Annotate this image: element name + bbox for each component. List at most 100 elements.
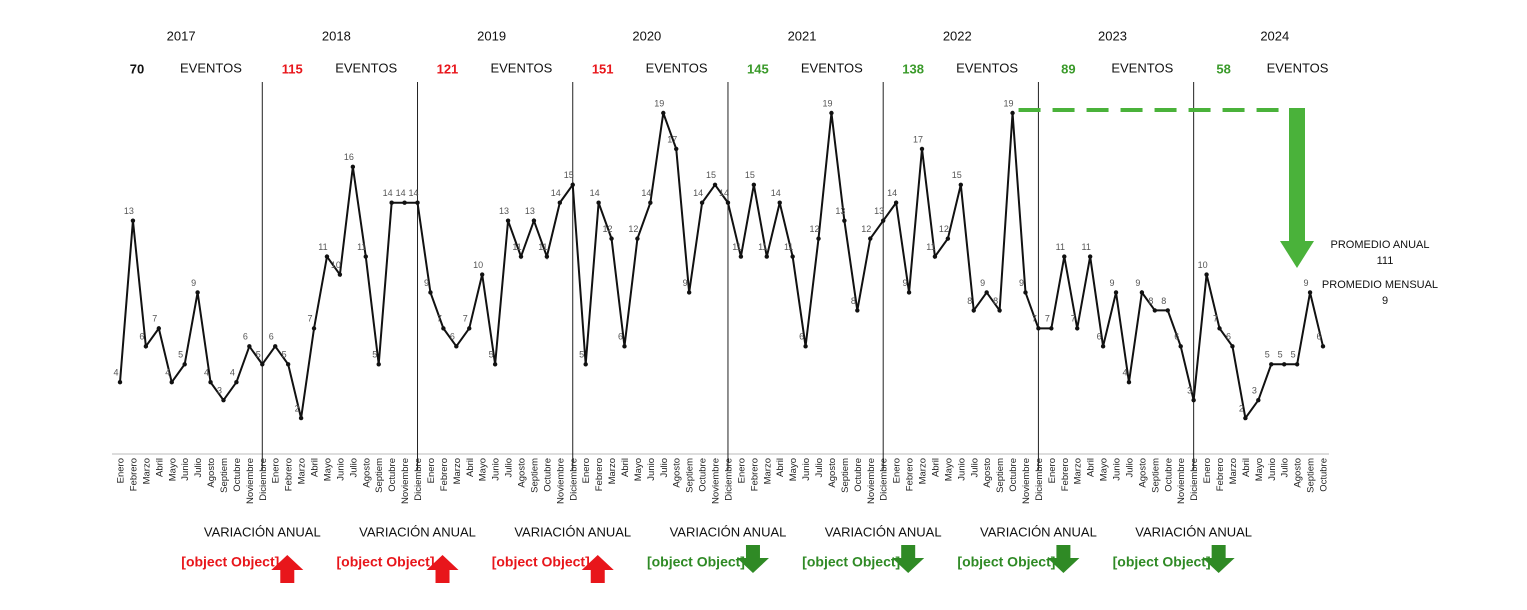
x-tick-label: Mayo	[167, 458, 178, 481]
x-tick-label: Julio	[193, 458, 204, 478]
point-label: 9	[1304, 278, 1309, 288]
point	[622, 344, 627, 349]
point	[1217, 326, 1222, 331]
point	[130, 218, 136, 223]
point-label: 7	[308, 314, 313, 324]
point	[1191, 397, 1196, 403]
x-tick-label: Enero	[736, 458, 747, 483]
point	[686, 290, 692, 295]
point	[880, 218, 886, 223]
variation-value: [object Object]	[647, 554, 745, 570]
x-tick-label: Junio	[801, 458, 812, 481]
x-tick-label: Noviembre	[555, 458, 566, 504]
x-tick-label: Agosto	[361, 458, 372, 488]
point	[1256, 397, 1261, 403]
point	[790, 254, 795, 259]
x-tick-label: Enero	[271, 458, 282, 483]
average-arrow-shaft	[1289, 108, 1305, 243]
x-tick-label: Agosto	[206, 458, 217, 488]
variation-label: VARIACIÓN ANUAL	[514, 524, 631, 539]
x-tick-label: Enero	[116, 458, 127, 483]
point-label: 15	[706, 170, 716, 180]
point-label: 8	[993, 296, 998, 306]
x-tick-label: Agosto	[1137, 458, 1148, 488]
point-label: 8	[851, 296, 856, 306]
point-label: 14	[409, 188, 419, 198]
point-label: 11	[732, 242, 741, 252]
point	[1139, 290, 1145, 295]
x-tick-label: Junio	[646, 458, 657, 481]
x-tick-label: Enero	[1047, 458, 1058, 483]
variation-label: VARIACIÓN ANUAL	[1135, 524, 1252, 539]
x-tick-label: Marzo	[607, 458, 618, 484]
point	[479, 272, 485, 277]
x-tick-label: Diciembre	[568, 458, 579, 501]
year-events: 121	[437, 61, 459, 76]
point-label: 14	[551, 188, 561, 198]
point-label: 9	[903, 278, 908, 288]
x-tick-label: Abril	[930, 458, 941, 477]
point-label: 19	[654, 98, 664, 108]
point-label: 13	[525, 206, 535, 216]
point	[674, 146, 679, 152]
point-label: 12	[861, 224, 871, 234]
x-tick-label: Diciembre	[879, 458, 890, 501]
x-tick-label: Mayo	[633, 458, 644, 481]
events-label: EVENTOS	[490, 60, 552, 75]
point-label: 4	[230, 368, 235, 378]
x-tick-label: Mayo	[1254, 458, 1265, 481]
events-label: EVENTOS	[801, 60, 863, 75]
x-tick-label: Febrero	[905, 458, 916, 491]
point	[156, 326, 162, 331]
point-label: 9	[191, 278, 196, 288]
point-label: 11	[926, 242, 935, 252]
point	[583, 362, 588, 367]
x-tick-label: Noviembre	[1021, 458, 1032, 504]
x-tick-label: Abril	[310, 458, 321, 477]
x-tick-label: Octubre	[853, 458, 864, 492]
point-label: 11	[758, 242, 767, 252]
x-tick-label: Noviembre	[711, 458, 722, 504]
x-tick-label: Marzo	[452, 458, 463, 484]
point-label: 5	[372, 350, 377, 360]
point-label: 13	[124, 206, 134, 216]
point	[402, 200, 407, 205]
point	[363, 254, 368, 259]
x-tick-label: Diciembre	[723, 458, 734, 501]
x-tick-label: Febrero	[1215, 458, 1226, 491]
line	[119, 112, 1324, 421]
point	[518, 254, 524, 259]
point	[997, 308, 1002, 313]
point-label: 10	[331, 260, 341, 270]
x-tick-label: Octubre	[387, 458, 398, 492]
point-label: 9	[1135, 278, 1140, 288]
point-label: 5	[256, 350, 261, 360]
point	[324, 254, 330, 259]
x-tick-label: Marzo	[918, 458, 929, 484]
point-label: 2	[295, 403, 300, 413]
point	[557, 200, 563, 205]
point	[415, 200, 420, 205]
x-tick-label: Octubre	[1008, 458, 1019, 492]
average-value: 111	[1377, 255, 1394, 267]
x-tick-label: Septiem	[1306, 458, 1317, 493]
point-label: 6	[243, 332, 248, 342]
point	[971, 308, 976, 313]
point-label: 7	[1032, 314, 1037, 324]
point	[298, 415, 304, 421]
point	[725, 200, 731, 205]
x-tick-label: Julio	[659, 458, 670, 478]
x-tick-label: Septiem	[374, 458, 385, 493]
point-label: 14	[887, 188, 897, 198]
point-label: 4	[113, 368, 118, 378]
point	[945, 236, 951, 241]
x-tick-label: Julio	[348, 458, 359, 478]
x-tick-label: Septiem	[1150, 458, 1161, 493]
point	[350, 164, 356, 170]
point-label: 8	[967, 296, 972, 306]
year-events: 58	[1216, 61, 1230, 76]
x-tick-label: Octubre	[698, 458, 709, 492]
year-label: 2022	[943, 28, 972, 43]
point	[234, 380, 239, 385]
point	[1320, 344, 1326, 349]
